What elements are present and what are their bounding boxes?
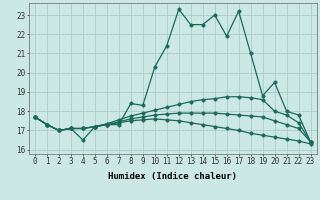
X-axis label: Humidex (Indice chaleur): Humidex (Indice chaleur): [108, 172, 237, 181]
